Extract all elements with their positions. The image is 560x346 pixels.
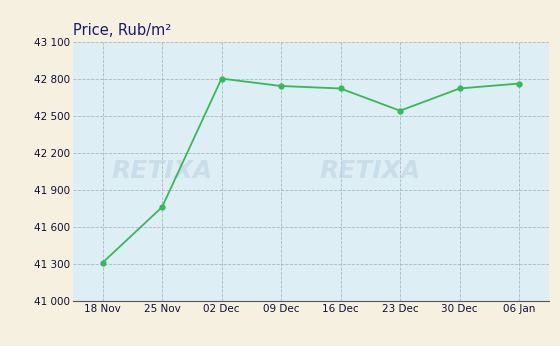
Text: RETIXA: RETIXA [320, 159, 421, 183]
Text: RETIXA: RETIXA [111, 159, 213, 183]
Text: Price, Rub/m²: Price, Rub/m² [73, 22, 171, 38]
